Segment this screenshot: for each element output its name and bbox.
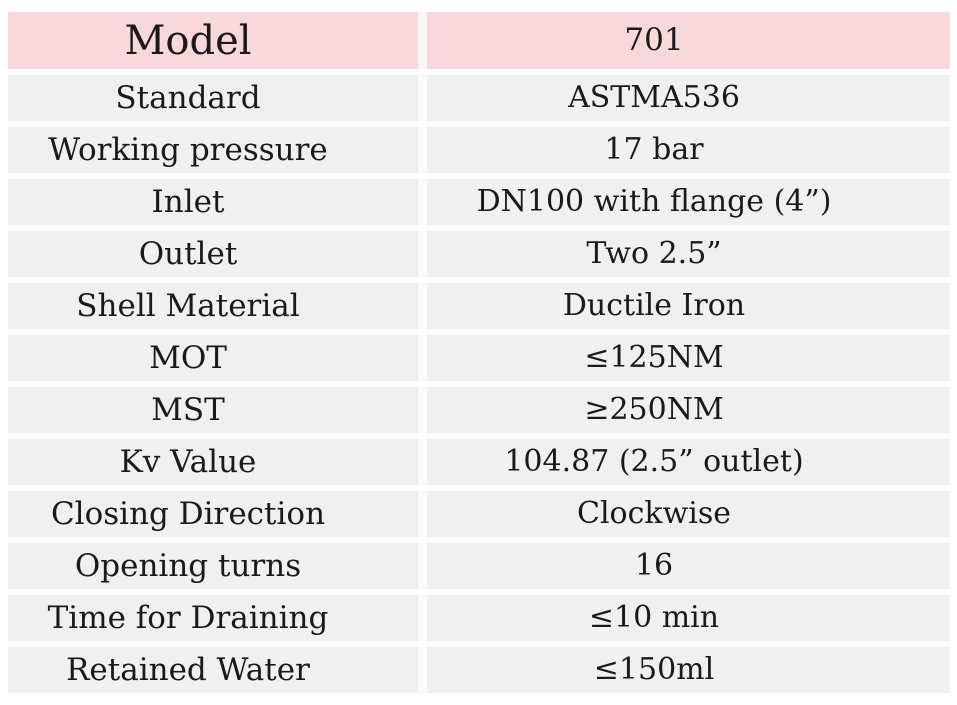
table-row: Standard ASTMA536 [8,75,950,121]
spec-label: Inlet [151,183,225,220]
table-row: Outlet Two 2.5” [8,231,950,277]
spec-value: Clockwise [576,496,731,531]
spec-label: Closing Direction [50,495,326,532]
spec-label: Kv Value [119,443,257,480]
spec-value: 104.87 (2.5” outlet) [504,444,804,479]
spec-value: ≤150ml [593,652,715,687]
spec-label: MOT [149,339,227,376]
spec-table: Model 701 Standard ASTMA536 Working pres… [8,12,950,693]
spec-label: Shell Material [76,287,300,324]
spec-value: ≤10 min [588,600,720,635]
table-row: Time for Draining ≤10 min [8,595,950,641]
table-row: Closing Direction Clockwise [8,491,950,537]
table-row: Opening turns 16 [8,543,950,589]
spec-label: Retained Water [66,651,310,688]
spec-label: Standard [115,79,261,116]
spec-value: ≥250NM [584,392,724,427]
header-label: Model [124,17,252,64]
spec-value: 17 bar [604,132,704,167]
table-row: MST ≥250NM [8,387,950,433]
table-row: Retained Water ≤150ml [8,647,950,693]
spec-value: Ductile Iron [562,288,746,323]
table-header-row: Model 701 [8,12,950,69]
spec-label: Outlet [138,235,238,272]
spec-label: Time for Draining [47,599,329,636]
spec-value: DN100 with flange (4”) [476,184,832,219]
spec-value: ASTMA536 [568,80,740,115]
table-row: Shell Material Ductile Iron [8,283,950,329]
spec-label: Opening turns [74,547,302,584]
table-row: Kv Value 104.87 (2.5” outlet) [8,439,950,485]
spec-value: Two 2.5” [586,236,722,271]
spec-label: Working pressure [48,131,328,168]
spec-value: 16 [634,548,674,583]
table-row: MOT ≤125NM [8,335,950,381]
spec-value: ≤125NM [584,340,724,375]
table-row: Inlet DN100 with flange (4”) [8,179,950,225]
header-value: 701 [624,22,684,58]
spec-label: MST [151,391,225,428]
table-row: Working pressure 17 bar [8,127,950,173]
